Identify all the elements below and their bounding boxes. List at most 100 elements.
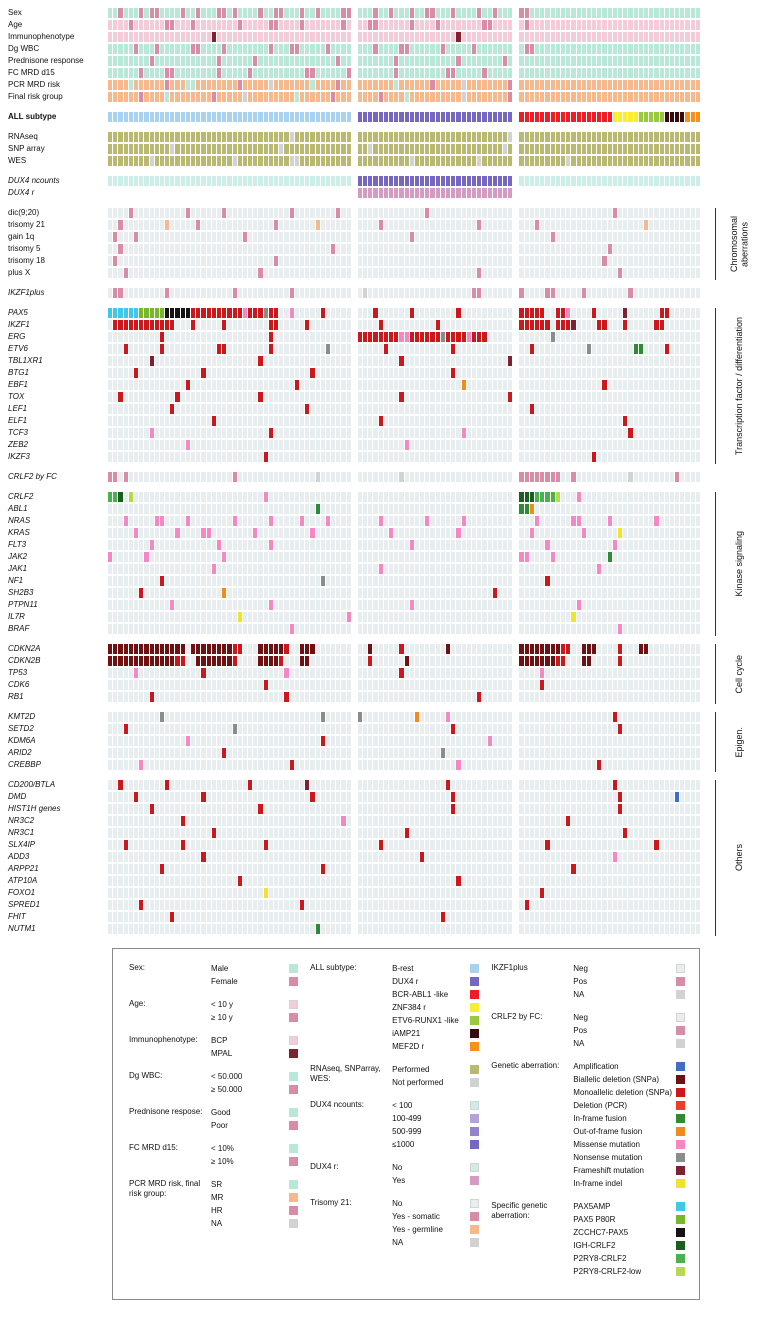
matrix-cell: [159, 32, 165, 42]
matrix-cell: [675, 80, 680, 90]
matrix-cell: [550, 576, 555, 586]
section-chromosomal: dic(9;20) trisomy 21 gain 1q trisomy 5 triso…: [0, 208, 762, 280]
matrix-cell: [310, 492, 315, 502]
matrix-cell: [363, 404, 368, 414]
matrix-cell: [154, 132, 159, 142]
matrix-cell: [185, 308, 190, 318]
matrix-cell: [165, 452, 170, 462]
matrix-cell: [175, 20, 180, 30]
matrix-cell: [607, 344, 612, 354]
matrix-cell: [497, 208, 503, 218]
matrix-cell: [440, 256, 445, 266]
matrix-cell: [263, 552, 268, 562]
matrix-cell: [242, 392, 248, 402]
matrix-cell: [383, 44, 388, 54]
matrix-cell: [331, 288, 336, 298]
matrix-cell: [685, 80, 690, 90]
matrix-cell: [669, 156, 675, 166]
matrix-cell: [139, 268, 144, 278]
matrix-cell: [253, 208, 258, 218]
matrix-cell: [430, 472, 435, 482]
matrix-cell: [388, 44, 394, 54]
matrix-cell: [139, 208, 144, 218]
matrix-cell: [414, 56, 420, 66]
matrix-cell: [346, 576, 351, 586]
matrix-cell: [191, 528, 196, 538]
matrix-cell: [399, 56, 404, 66]
matrix-cell: [211, 308, 216, 318]
matrix-cell: [206, 428, 211, 438]
matrix-cell: [258, 380, 263, 390]
matrix-cell: [555, 368, 560, 378]
matrix-cell: [540, 176, 545, 186]
matrix-cell: [274, 56, 279, 66]
matrix-cell: [118, 232, 123, 242]
matrix-cell: [325, 552, 331, 562]
matrix-cell: [346, 20, 351, 30]
matrix-cell: [555, 220, 560, 230]
matrix-cell: [227, 132, 232, 142]
matrix-cell: [315, 32, 320, 42]
matrix-cell: [612, 552, 617, 562]
matrix-cell: [211, 256, 216, 266]
matrix-cell: [336, 368, 341, 378]
matrix-cell: [440, 504, 445, 514]
matrix-cell: [461, 244, 466, 254]
matrix-cell: [446, 428, 451, 438]
matrix-cell: [675, 68, 680, 78]
matrix-cell: [664, 56, 669, 66]
matrix-cell: [383, 232, 388, 242]
matrix-cell: [196, 576, 201, 586]
matrix-cell: [274, 528, 279, 538]
matrix-cell: [211, 232, 216, 242]
matrix-cell: [456, 208, 461, 218]
matrix-cell: [289, 332, 294, 342]
matrix-cell: [425, 504, 430, 514]
matrix-cell: [675, 220, 680, 230]
matrix-cell: [180, 288, 185, 298]
matrix-cell: [597, 188, 602, 198]
matrix-cell: [373, 288, 378, 298]
matrix-cell: [664, 32, 669, 42]
matrix-cell: [383, 220, 388, 230]
matrix-row: NRAS: [0, 516, 711, 526]
matrix-cell: [420, 576, 425, 586]
matrix-cell: [576, 552, 581, 562]
matrix-cell: [373, 268, 378, 278]
matrix-cell: [654, 552, 659, 562]
matrix-cell: [154, 576, 159, 586]
matrix-cell: [482, 528, 487, 538]
matrix-cell: [607, 472, 612, 482]
matrix-cell: [113, 156, 118, 166]
matrix-cell: [550, 472, 555, 482]
matrix-cell: [508, 208, 513, 218]
matrix-cell: [592, 416, 597, 426]
matrix-cell: [144, 564, 149, 574]
row-label: SNP array: [8, 144, 45, 153]
matrix-cell: [540, 540, 545, 550]
matrix-cell: [196, 564, 201, 574]
matrix-cell: [440, 472, 445, 482]
matrix-cell: [414, 564, 420, 574]
matrix-cell: [695, 332, 700, 342]
matrix-cell: [331, 32, 336, 42]
matrix-cell: [108, 68, 113, 78]
matrix-cell: [409, 144, 414, 154]
matrix-cell: [446, 552, 451, 562]
matrix-cell: [299, 288, 305, 298]
matrix-cell: [346, 356, 351, 366]
matrix-cell: [430, 428, 435, 438]
matrix-cell: [320, 368, 325, 378]
matrix-cell: [695, 528, 700, 538]
matrix-cell: [508, 8, 513, 18]
matrix-cell: [211, 332, 216, 342]
matrix-cell: [607, 492, 612, 502]
matrix-cell: [320, 428, 325, 438]
matrix-cell: [435, 452, 440, 462]
matrix-cell: [242, 320, 248, 330]
matrix-cell: [237, 552, 242, 562]
matrix-cell: [550, 188, 555, 198]
matrix-cell: [216, 132, 222, 142]
matrix-cell: [331, 68, 336, 78]
matrix-cell: [550, 308, 555, 318]
